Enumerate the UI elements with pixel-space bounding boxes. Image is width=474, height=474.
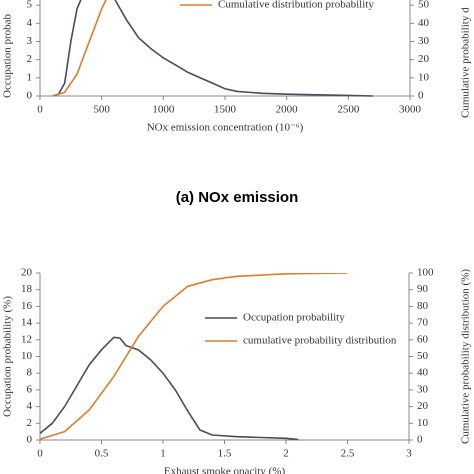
y2-tick-label: 80 [417, 300, 429, 312]
y2-tick-label: 40 [417, 367, 429, 379]
y2-tick-label: 30 [418, 35, 430, 47]
series-line [52, 0, 107, 97]
x-tick-label: 500 [93, 104, 110, 116]
plot [40, 273, 348, 441]
x-tick-label: 1.5 [218, 448, 232, 460]
y-tick-label: 1 [27, 71, 33, 83]
y2-tick-label: 50 [418, 0, 430, 11]
y2-tick-label: 70 [417, 317, 429, 329]
caption: (a) NOx emission [176, 189, 299, 206]
x-axis-label: NOx emission concentration (10⁻⁶) [147, 122, 304, 134]
x-tick-label: 2000 [276, 104, 299, 116]
y-axis-label: Occupation probability (%) [2, 296, 14, 417]
plot [52, 0, 374, 97]
y2-tick-label: 20 [417, 400, 429, 412]
x-tick-label: 1 [160, 448, 166, 460]
x-tick-label: 2 [283, 448, 289, 460]
y-tick-label: 16 [21, 300, 33, 312]
y-tick-label: 0 [27, 90, 33, 102]
y2-tick-label: 100 [417, 267, 434, 279]
x-tick-label: 2500 [337, 104, 360, 116]
y-tick-label: 8 [27, 367, 33, 379]
y2-tick-label: 10 [417, 417, 429, 429]
x-tick-label: 0.5 [95, 448, 109, 460]
y2-axis-label: Cumulative probability distribution (%) [460, 269, 472, 444]
x-tick-label: 3 [406, 448, 412, 460]
y2-tick-label: 0 [417, 434, 423, 446]
legend-label: Occupation probability [243, 312, 345, 324]
y-tick-label: 4 [27, 17, 33, 29]
y-tick-label: 4 [27, 400, 33, 412]
series-line [52, 0, 374, 97]
y-tick-label: 14 [21, 317, 33, 329]
y-tick-label: 2 [27, 53, 33, 65]
y-tick-label: 6 [27, 383, 33, 395]
y2-tick-label: 50 [417, 350, 429, 362]
y-axis-label: Occupation probab [2, 14, 14, 98]
y2-tick-label: 90 [417, 283, 429, 295]
x-axis-label: Exhaust smoke opacity (%) [164, 466, 286, 474]
x-tick-label: 0 [37, 448, 43, 460]
y2-axis-label: Cumulative probability d [460, 7, 472, 118]
y2-tick-label: 20 [418, 53, 430, 65]
x-tick-label: 1500 [214, 104, 237, 116]
x-tick-label: 3000 [399, 104, 422, 116]
series-line [40, 336, 299, 441]
y-tick-label: 0 [27, 434, 33, 446]
legend-label: cumulative probability distribution [243, 335, 397, 347]
y-tick-label: 2 [27, 417, 33, 429]
y2-tick-label: 30 [417, 383, 429, 395]
legend-label: Cumulative distribution probability [218, 0, 374, 11]
y-tick-label: 20 [21, 267, 33, 279]
y-tick-label: 5 [27, 0, 33, 11]
y2-tick-label: 60 [417, 333, 429, 345]
series-line [40, 273, 348, 440]
y-tick-label: 10 [21, 350, 33, 362]
y2-tick-label: 40 [418, 17, 430, 29]
x-tick-label: 0 [37, 104, 43, 116]
x-tick-label: 1000 [152, 104, 175, 116]
y2-tick-label: 10 [418, 71, 430, 83]
y-tick-label: 3 [27, 35, 33, 47]
y-tick-label: 18 [21, 283, 33, 295]
y2-tick-label: 0 [418, 90, 424, 102]
x-tick-label: 2.5 [341, 448, 355, 460]
y-tick-label: 12 [21, 333, 32, 345]
